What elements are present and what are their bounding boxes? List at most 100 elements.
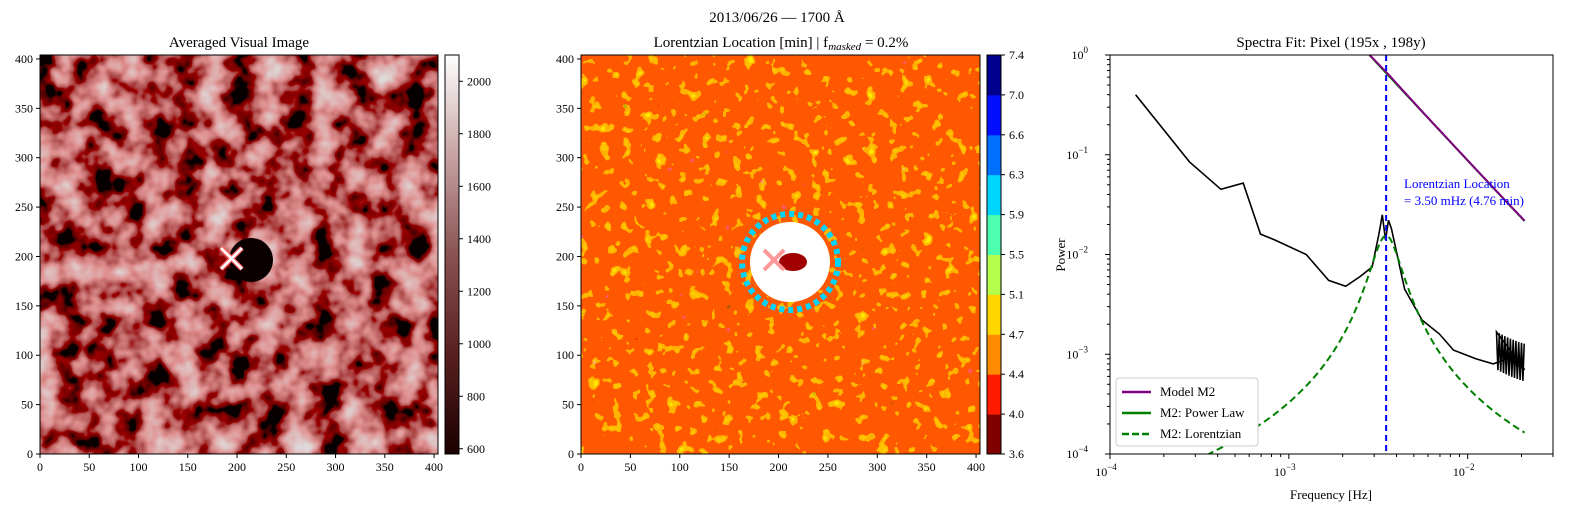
p3-x-tick-base: 10 [1095,465,1107,479]
panel-spectra-fit: Spectra Fit: Pixel (195x , 198y) 10−4 10−… [1053,35,1554,502]
panel2-frame [580,54,981,455]
p3-y-tick-base: 10 [1072,48,1084,62]
panel2-title-tail: = 0.2% [861,35,908,51]
figure-title: 2013/06/26 — 1700 Å [709,10,845,26]
p2-y-tick-label: 300 [556,151,574,165]
panel-lorentzian-location: Lorentzian Location [min] | fmasked = 0.… [556,35,1024,474]
p1-x-tick-label: 50 [83,460,95,474]
panel1-colorbar-ticks: 600 800 1000 1200 1400 1600 1800 2000 [459,74,491,456]
colorbar2-tick-label: 5.1 [1009,287,1024,301]
p2-y-tick-label: 200 [556,249,574,263]
colorbar1-tick-label: 800 [467,389,485,403]
colorbar1-tick-label: 1400 [467,232,491,246]
colorbar2-segment [987,94,1001,136]
p2-y-tick-label: 350 [556,101,574,115]
panel2-marker [762,248,786,272]
colorbar2-segment [987,374,1001,415]
p3-y-tick-base: 10 [1066,248,1078,262]
colorbar2-tick-label: 6.3 [1009,168,1024,182]
p3-x-tick-exp: −2 [1465,462,1475,472]
p2-y-tick-label: 250 [556,200,574,214]
p3-y-tick-base: 10 [1066,148,1078,162]
colorbar1-tick-label: 2000 [467,74,491,88]
p2-y-tick-label: 400 [556,52,574,66]
colorbar1-tick-label: 1600 [467,179,491,193]
legend-label-power-law: M2: Power Law [1160,405,1245,420]
p1-x-tick-label: 300 [327,460,345,474]
p3-x-tick-exp: −4 [1107,462,1117,472]
panel-averaged-visual-image: Averaged Visual Image 0 50 100 150 200 250 300… [15,35,491,474]
series-observed-spectrum [1134,94,1526,381]
colorbar2-tick-label: 6.6 [1009,128,1024,142]
p3-y-tick-base: 10 [1066,447,1078,461]
p3-x-tick-exp: −3 [1286,462,1296,472]
p3-x-tick-label: 10−2 [1453,462,1475,479]
p1-y-tick-label: 0 [27,447,33,461]
panel2-title-main: Lorentzian Location [min] | f [654,35,829,51]
colorbar2-tick-label: 7.4 [1009,48,1024,62]
colorbar1-tick-label: 600 [467,442,485,456]
colorbar2-segment [987,414,1001,455]
colorbar2-segment [987,294,1001,335]
p2-y-tick-label: 100 [556,348,574,362]
panel1-x-axis: 0 50 100 150 200 250 300 350 400 [37,454,443,474]
colorbar2-segment [987,174,1001,216]
p1-y-tick-label: 150 [15,299,33,313]
series-model-m2 [1368,55,1526,222]
legend-label-model-m2: Model M2 [1160,384,1215,399]
p2-x-tick-label: 50 [624,460,636,474]
p2-x-tick-label: 0 [578,460,584,474]
colorbar1-tick-label: 1200 [467,284,491,298]
p3-x-tick-base: 10 [1274,465,1286,479]
p1-y-tick-label: 250 [15,200,33,214]
p3-y-tick-exp: 0 [1084,45,1089,55]
panel2-x-axis: 0 50 100 150 200 250 300 350 400 [578,454,985,474]
p1-x-tick-label: 400 [425,460,443,474]
p3-y-tick-label: 10−4 [1066,444,1088,461]
p3-y-tick-exp: −4 [1078,444,1088,454]
colorbar2-tick-label: 5.5 [1009,248,1024,262]
p1-y-tick-label: 50 [21,398,33,412]
annotation-line-1: Lorentzian Location [1404,176,1510,191]
annotation-line-2: = 3.50 mHz (4.76 min) [1404,193,1524,208]
colorbar2-segment [987,254,1001,295]
p1-x-tick-label: 350 [376,460,394,474]
colorbar2-segment [987,214,1001,255]
p2-y-tick-label: 150 [556,299,574,313]
panel1-y-axis: 0 50 100 150 200 250 300 350 400 [15,52,40,461]
panel2-y-axis: 0 50 100 150 200 250 300 350 400 [556,52,581,461]
p3-y-tick-label: 10−3 [1066,344,1088,361]
panel3-xlabel: Frequency [Hz] [1290,487,1372,502]
panel3-ylabel: Power [1053,238,1068,272]
colorbar2-tick-label: 4.4 [1009,367,1024,381]
p1-y-tick-label: 100 [15,348,33,362]
p1-x-tick-label: 0 [37,460,43,474]
panel2-center-core [779,253,807,271]
p1-x-tick-label: 100 [130,460,148,474]
panel2-colorbar-ticks: 3.6 4.0 4.4 4.7 5.1 5.5 5.9 6.3 6.6 7.0 7.4 [1001,48,1024,461]
colorbar2-tick-label: 7.0 [1009,88,1024,102]
p3-y-tick-label: 100 [1072,45,1089,62]
p3-y-tick-exp: −3 [1078,344,1088,354]
p1-x-tick-label: 150 [179,460,197,474]
p2-x-tick-label: 400 [967,460,985,474]
p2-x-tick-label: 350 [918,460,936,474]
p3-x-tick-label: 10−4 [1095,462,1117,479]
p2-x-tick-label: 150 [720,460,738,474]
panel3-title: Spectra Fit: Pixel (195x , 198y) [1236,35,1425,51]
p2-y-tick-label: 0 [568,447,574,461]
colorbar1-tick-label: 1800 [467,127,491,141]
panel1-title: Averaged Visual Image [169,35,309,51]
p3-x-tick-label: 10−3 [1274,462,1296,479]
p2-y-tick-label: 50 [562,398,574,412]
p3-y-tick-label: 10−1 [1066,145,1088,162]
p1-y-tick-label: 300 [15,151,33,165]
panel1-colorbar [444,54,460,455]
p3-y-tick-base: 10 [1066,347,1078,361]
colorbar2-tick-label: 4.0 [1009,407,1024,421]
p3-x-tick-base: 10 [1453,465,1465,479]
p2-x-tick-label: 100 [671,460,689,474]
panel2-title: Lorentzian Location [min] | fmasked = 0.… [654,35,909,53]
p1-y-tick-label: 200 [15,249,33,263]
